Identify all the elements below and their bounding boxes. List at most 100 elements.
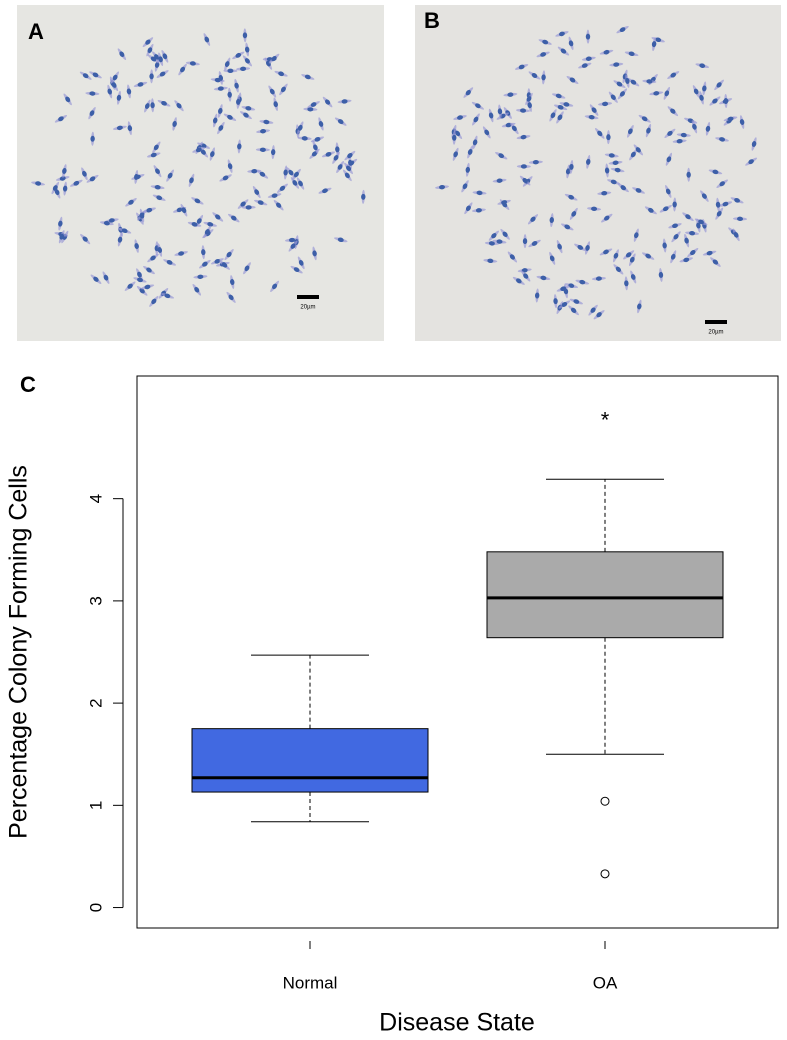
cell-nucleus: [116, 125, 123, 131]
cell-nucleus: [568, 283, 575, 288]
cell-nucleus: [271, 55, 277, 62]
cell-nucleus: [279, 185, 286, 191]
cell-nucleus: [167, 172, 173, 179]
cell-nucleus: [164, 293, 171, 299]
cells: [31, 25, 758, 320]
cell-nucleus: [196, 218, 202, 224]
cell-nucleus: [491, 233, 497, 239]
cell-nucleus: [662, 242, 667, 249]
cell-nucleus: [540, 52, 547, 57]
cell-nucleus: [311, 151, 318, 157]
cell-nucleus: [716, 82, 722, 88]
cell-nucleus: [215, 214, 221, 220]
cell-nucleus: [312, 250, 317, 257]
cell-nucleus: [452, 134, 457, 141]
cell-nucleus: [595, 276, 602, 281]
cell-nucleus: [150, 152, 157, 158]
cell-nucleus: [139, 212, 145, 219]
cell-nucleus: [322, 188, 328, 194]
cell-nucleus: [243, 112, 249, 118]
cell-nucleus: [73, 180, 80, 186]
y-tick-label: 3: [86, 596, 105, 605]
cell-nucleus: [318, 120, 324, 127]
cell-nucleus: [531, 73, 538, 78]
cell-nucleus: [245, 106, 252, 111]
cell-nucleus: [585, 245, 590, 251]
cell-nucleus: [280, 86, 286, 93]
cell-nucleus: [154, 61, 160, 68]
cell-nucleus: [272, 283, 278, 290]
cell-nucleus: [684, 237, 689, 244]
cell-nucleus: [498, 153, 505, 159]
cell-nucleus: [591, 206, 598, 212]
cell-nucleus: [189, 177, 194, 184]
cell-nucleus: [240, 201, 246, 207]
cell-nucleus: [615, 266, 622, 272]
cell-nucleus: [273, 101, 278, 108]
cell-nucleus: [526, 96, 532, 102]
cell-nucleus: [727, 116, 734, 122]
cell-nucleus: [619, 27, 626, 33]
cell-nucleus: [561, 302, 568, 307]
cell-nucleus: [153, 144, 159, 151]
cell-nucleus: [550, 112, 556, 119]
cell-nucleus: [172, 121, 177, 127]
cell-nucleus: [475, 208, 482, 213]
panel-label: C: [20, 372, 36, 397]
cell-nucleus: [333, 154, 339, 161]
cell-nucleus: [181, 207, 187, 214]
cell-nucleus: [465, 205, 471, 212]
cell-nucleus: [361, 193, 366, 200]
cell-nucleus: [624, 280, 629, 287]
cell-nucleus: [690, 250, 696, 256]
cell-nucleus: [672, 223, 678, 229]
cell-nucleus: [227, 68, 234, 74]
cell-nucleus: [689, 231, 696, 236]
cell-nucleus: [93, 276, 99, 282]
cell-nucleus: [630, 151, 636, 158]
cell-nucleus: [269, 88, 275, 95]
cell-nucleus: [59, 176, 66, 181]
cell-nucleus: [751, 141, 757, 147]
cell-nucleus: [716, 210, 722, 217]
cell-nucleus: [254, 189, 260, 195]
cell-nucleus: [516, 278, 522, 284]
cell-nucleus: [465, 89, 471, 96]
y-tick-label: 1: [86, 801, 105, 810]
cell-nucleus: [579, 279, 586, 285]
cell-nucleus: [457, 115, 463, 120]
cell-nucleus: [126, 88, 132, 95]
cell-nucleus: [314, 137, 321, 142]
cell-nucleus: [676, 138, 683, 144]
cell-nucleus: [144, 103, 150, 109]
scale-bar: [297, 295, 319, 299]
cell-nucleus: [150, 102, 155, 109]
cell-nucleus: [625, 77, 630, 84]
cell-nucleus: [180, 66, 186, 73]
cell-nucleus: [341, 99, 348, 104]
cell-nucleus: [176, 207, 183, 213]
cell-nucleus: [103, 220, 110, 226]
cell-nucleus: [613, 252, 619, 259]
cell-nucleus: [245, 205, 252, 210]
x-tick-label: OA: [593, 973, 618, 992]
cell-nucleus: [307, 107, 314, 112]
cell-nucleus: [502, 231, 508, 238]
cell-nucleus: [176, 102, 182, 109]
cell-nucleus: [699, 94, 704, 101]
cell-nucleus: [337, 164, 343, 170]
cell-nucleus: [453, 151, 458, 158]
cell-nucleus: [646, 127, 651, 134]
cell-nucleus: [251, 169, 258, 174]
cell-nucleus: [557, 105, 564, 110]
cell-nucleus: [161, 100, 167, 106]
cell-nucleus: [244, 58, 250, 64]
cell-nucleus: [549, 217, 554, 224]
cell-nucleus: [259, 147, 266, 152]
cell-nucleus: [89, 91, 96, 96]
cell-nucleus: [696, 222, 701, 229]
cell-nucleus: [531, 241, 538, 246]
cell-nucleus: [127, 283, 133, 289]
cell-nucleus: [680, 132, 687, 138]
cell-nucleus: [487, 258, 494, 264]
